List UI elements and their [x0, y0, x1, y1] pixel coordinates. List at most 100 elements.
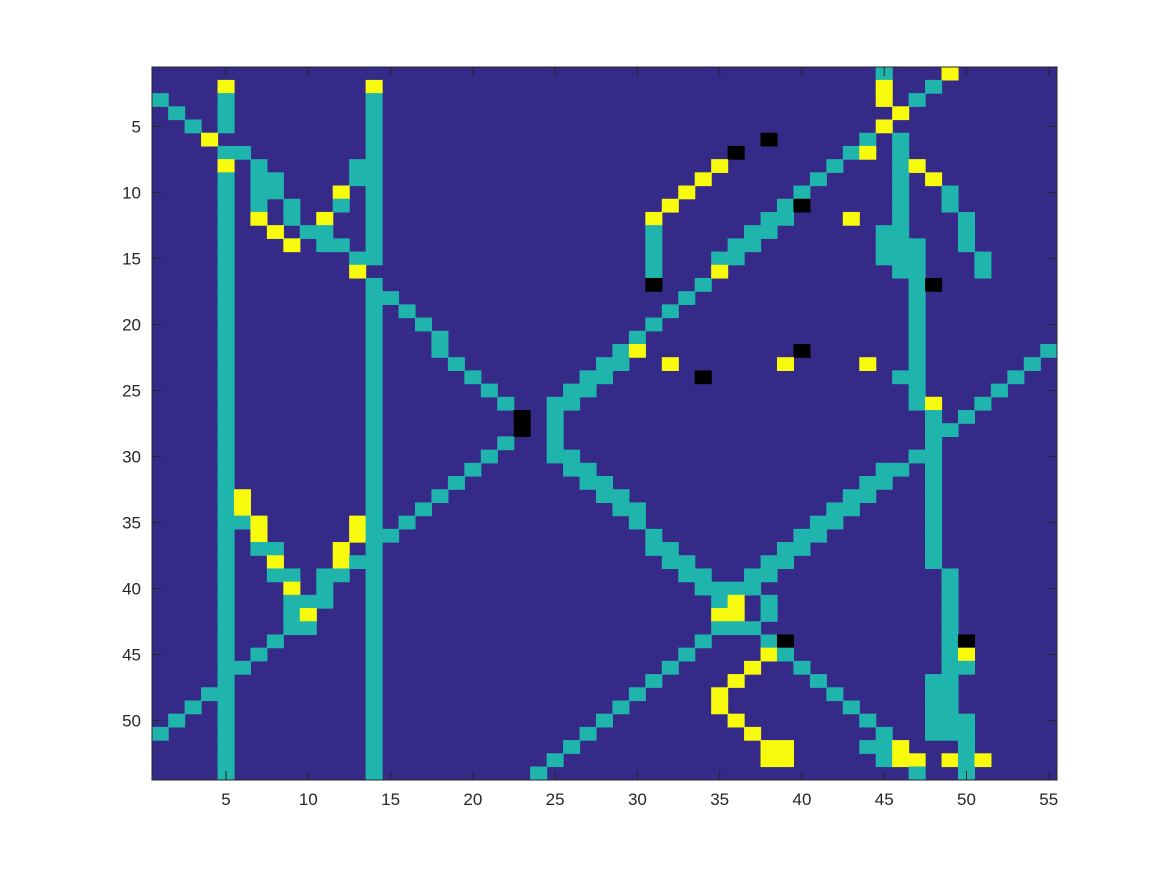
heatmap-cell	[217, 343, 235, 358]
heatmap-cell	[332, 555, 350, 570]
heatmap-cell	[941, 674, 959, 688]
heatmap-cell	[1040, 343, 1058, 358]
heatmap-cell	[941, 66, 959, 81]
heatmap-cell	[217, 634, 235, 649]
heatmap-cell	[563, 740, 581, 754]
heatmap-cell	[365, 528, 383, 543]
heatmap-cell	[546, 423, 564, 437]
heatmap-cell	[365, 251, 383, 266]
heatmap-cell	[250, 159, 268, 173]
heatmap-cell	[283, 594, 301, 609]
heatmap-cell	[925, 515, 943, 530]
heatmap-cell	[875, 740, 893, 754]
heatmap-cell	[974, 396, 992, 411]
heatmap-cell	[316, 594, 334, 609]
heatmap-cell	[365, 555, 383, 570]
heatmap-cell	[941, 608, 959, 622]
heatmap-cell	[365, 132, 383, 147]
heatmap-cell	[497, 436, 515, 451]
heatmap-cell	[217, 462, 235, 477]
heatmap-cell	[711, 621, 729, 636]
heatmap-cell	[217, 687, 235, 702]
heatmap-cell	[217, 449, 235, 464]
heatmap-cell	[760, 753, 778, 768]
heatmap-cell	[875, 79, 893, 94]
heatmap-cell	[283, 621, 301, 636]
heatmap-cell	[480, 449, 498, 464]
heatmap-cell	[727, 581, 745, 596]
heatmap-cell	[283, 238, 301, 253]
heatmap-cell	[546, 753, 564, 768]
heatmap-cell	[447, 357, 465, 371]
heatmap-cell	[678, 568, 696, 583]
heatmap-cell	[316, 581, 334, 596]
heatmap-cells	[151, 66, 1058, 781]
heatmap-cell	[892, 159, 910, 173]
heatmap-cell	[957, 753, 976, 768]
heatmap-cell	[546, 449, 564, 464]
heatmap-cell	[678, 647, 696, 662]
heatmap-cell	[760, 740, 778, 754]
heatmap-cell	[776, 211, 795, 226]
heatmap-cell	[957, 410, 976, 424]
heatmap-cell	[908, 264, 926, 279]
x-tick-label: 20	[463, 790, 482, 809]
heatmap-cell	[365, 634, 383, 649]
heatmap-cell	[365, 726, 383, 741]
heatmap-cell	[217, 238, 235, 253]
heatmap-cell	[711, 251, 729, 266]
heatmap-cell	[957, 726, 976, 741]
heatmap-cell	[217, 489, 235, 504]
heatmap-cell	[941, 687, 959, 702]
heatmap-cell	[957, 647, 976, 662]
heatmap-cell	[908, 449, 926, 464]
heatmap-cell	[925, 449, 943, 464]
heatmap-cell	[414, 502, 433, 517]
heatmap-cell	[892, 198, 910, 213]
heatmap-cell	[612, 502, 630, 517]
heatmap-cell	[727, 674, 745, 688]
heatmap-cell	[398, 515, 416, 530]
heatmap-cell	[217, 145, 235, 160]
heatmap-cell	[760, 634, 778, 649]
heatmap-cell	[217, 172, 235, 187]
heatmap-cell	[563, 396, 581, 411]
heatmap-cell	[727, 621, 745, 636]
heatmap-cell	[925, 172, 943, 187]
heatmap-cell	[925, 79, 943, 94]
heatmap-cell	[266, 172, 284, 187]
heatmap-cell	[365, 79, 383, 94]
heatmap-cell	[941, 753, 959, 768]
heatmap-cell	[365, 317, 383, 332]
heatmap-cell	[925, 423, 943, 437]
heatmap-cell	[645, 674, 663, 688]
y-axis: 5 10 15 20 25 30 35 40 45 50	[122, 117, 1057, 731]
heatmap-cell	[957, 211, 976, 226]
heatmap-cell	[925, 713, 943, 728]
heatmap-cell	[925, 687, 943, 702]
heatmap-cell	[941, 660, 959, 675]
heatmap-cell	[266, 568, 284, 583]
heatmap-cell	[678, 291, 696, 305]
heatmap-cell	[957, 634, 976, 649]
heatmap-cell	[201, 132, 219, 147]
heatmap-cell	[645, 264, 663, 279]
heatmap-cell	[546, 396, 564, 411]
heatmap-cell	[678, 185, 696, 200]
heatmap-cell	[595, 713, 614, 728]
heatmap-cell	[480, 383, 498, 398]
heatmap-cell	[842, 211, 860, 226]
heatmap-cell	[776, 753, 795, 768]
heatmap-cell	[859, 476, 877, 490]
heatmap-cell	[382, 528, 400, 543]
heatmap-cell	[711, 594, 729, 609]
heatmap-cell	[365, 462, 383, 477]
heatmap-cell	[365, 396, 383, 411]
heatmap-cell	[892, 211, 910, 226]
heatmap-cell	[908, 159, 926, 173]
heatmap-cell	[859, 132, 877, 147]
heatmap-cell	[859, 740, 877, 754]
heatmap-cell	[283, 198, 301, 213]
heatmap-cell	[316, 211, 334, 226]
